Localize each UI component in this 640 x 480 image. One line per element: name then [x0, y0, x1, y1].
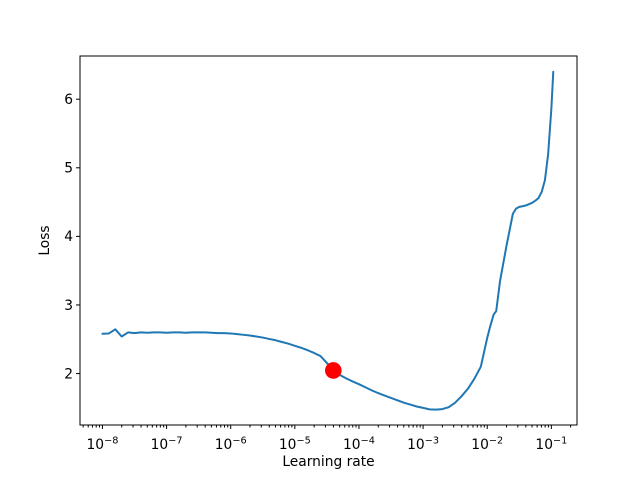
x-tick-label: 10−2 [471, 436, 503, 454]
x-tick-label: 10−4 [343, 436, 375, 454]
x-tick-label: 10−3 [407, 436, 439, 454]
y-axis-label: Loss [37, 225, 53, 255]
axes-spines [79, 55, 578, 426]
x-tick-label: 10−8 [87, 436, 119, 454]
y-axis-major-ticks [76, 98, 80, 375]
y-tick-label: 5 [64, 161, 73, 177]
y-tick-label: 3 [64, 298, 73, 314]
x-tick-label: 10−7 [151, 436, 183, 454]
x-axis-label: Learning rate [282, 454, 374, 470]
x-axis-tick-labels: 10−8 10−7 10−6 10−5 10−4 10−3 10−2 10−1 [87, 436, 568, 454]
y-tick-label: 2 [64, 366, 73, 382]
y-axis-tick-labels: 2 3 4 5 6 [64, 92, 73, 382]
y-tick-label: 6 [64, 92, 73, 108]
loss-curve-line [101, 70, 555, 411]
x-axis-major-ticks [101, 425, 552, 429]
x-tick-label: 10−6 [215, 436, 247, 454]
x-tick-label: 10−5 [279, 436, 311, 454]
suggested-lr-marker-dot [325, 362, 342, 379]
x-tick-label: 10−1 [535, 436, 567, 454]
y-tick-label: 4 [64, 229, 73, 245]
